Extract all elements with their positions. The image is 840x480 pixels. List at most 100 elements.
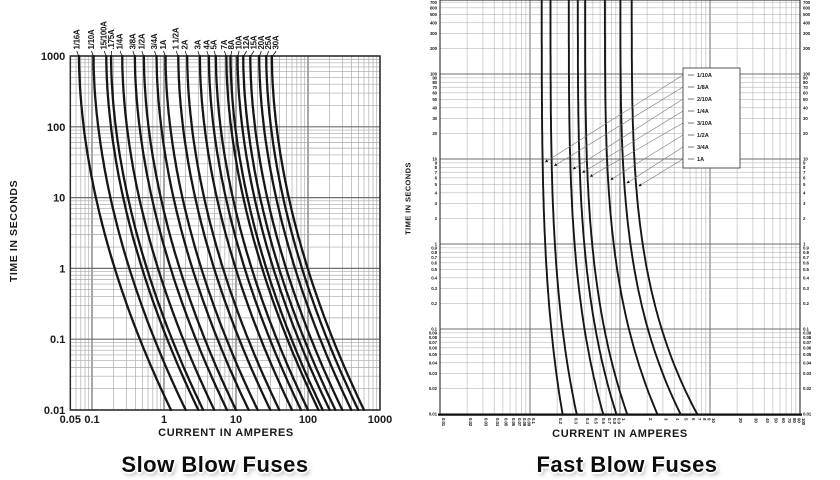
y-tick-label-right: 60 <box>803 90 808 95</box>
curve-label-20A: 20A <box>257 35 266 49</box>
y-tick-label-right: 4 <box>803 190 806 195</box>
fast-x-axis-title: CURRENT IN AMPERES <box>552 428 688 440</box>
curve-label-1/16A: 1/16A <box>72 29 81 49</box>
y-tick-label-left: 0.1 <box>431 327 437 332</box>
y-tick-label-right: 30 <box>803 116 808 121</box>
curve-label-3A: 3A <box>193 39 202 49</box>
y-tick-label-left: 0.06 <box>429 345 438 350</box>
y-tick-label-left: 50 <box>432 97 437 102</box>
x-tick-label: 20 <box>738 418 743 423</box>
x-tick-label: 3 <box>664 418 669 421</box>
label-leader-line <box>242 50 247 58</box>
x-tick-label: 0.6 <box>601 418 606 424</box>
y-tick-label-right: 0.01 <box>803 412 812 417</box>
y-tick-label-left: 0.3 <box>431 286 437 291</box>
label-leader-line <box>91 50 94 58</box>
legend-leader-arrow <box>610 134 684 181</box>
slow-y-axis-title: TIME IN SECONDS <box>8 179 20 283</box>
legend-entry-1/2A: 1/2A <box>697 133 709 139</box>
curve-label-8A: 8A <box>227 39 236 49</box>
x-tick-label: 100 <box>801 418 806 426</box>
label-leader-line <box>213 50 217 58</box>
label-leader-line <box>271 50 277 58</box>
x-tick-label: 0.08 <box>522 418 527 427</box>
y-tick-label-right: 400 <box>803 20 811 25</box>
y-tick-label-right: 6 <box>803 175 806 180</box>
y-tick-label-right: 0.05 <box>803 352 812 357</box>
y-tick-label-left: 100 <box>430 72 438 77</box>
y-tick-label-left: 0.6 <box>431 260 437 265</box>
curve-label-15A: 15A <box>249 35 258 49</box>
fuse-curve-1A <box>630 0 699 415</box>
y-tick-label-right: 7 <box>803 170 806 175</box>
curve-label-7A: 7A <box>220 39 229 49</box>
y-tick-label-right: 1 <box>803 242 806 247</box>
x-tick-label: 0.8 <box>612 418 617 424</box>
label-leader-line <box>119 50 123 58</box>
curve-label-2A: 2A <box>181 39 190 49</box>
curve-label-1A: 1A <box>159 39 168 49</box>
legend-leader-arrow <box>626 146 684 184</box>
y-tick-label-right: 500 <box>803 12 811 17</box>
y-tick-label-left: 0.4 <box>431 275 437 280</box>
y-tick-label-left: 7 <box>435 170 438 175</box>
fuse-curve-30A <box>270 54 366 411</box>
legend-entry-1/8A: 1/8A <box>697 85 709 91</box>
y-tick-label-left: 0.05 <box>429 352 438 357</box>
y-tick-label-left: 0.5 <box>431 267 437 272</box>
x-tick-label: 10 <box>230 414 242 426</box>
label-leader-line <box>258 50 262 58</box>
curve-label-15/100A: 15/100A <box>100 21 109 50</box>
fuse-curve-5A <box>214 54 310 411</box>
y-tick-label-left: 1 <box>435 242 438 247</box>
fuse-curve-1/10A <box>92 54 187 411</box>
y-tick-label-left: 400 <box>430 20 438 25</box>
label-leader-line <box>154 50 157 58</box>
x-tick-label: 5 <box>684 418 689 421</box>
x-tick-label: 2 <box>648 418 653 421</box>
curve-label-25A: 25A <box>264 35 273 49</box>
label-leader-line <box>206 50 210 58</box>
x-tick-label: 0.05 <box>60 414 81 426</box>
fuse-curve-1/4A <box>121 54 216 411</box>
legend-entry-2/10A: 2/10A <box>697 97 712 103</box>
y-tick-label-left: 0.7 <box>431 255 437 260</box>
y-tick-label-right: 0.08 <box>803 335 812 340</box>
label-leader-line <box>175 50 179 58</box>
x-tick-label: 0.7 <box>607 418 612 424</box>
x-tick-label: 1 <box>161 414 167 426</box>
fuse-curve-20A <box>258 54 353 411</box>
y-tick-label-left: 0.01 <box>429 412 438 417</box>
x-tick-label: 60 <box>781 418 786 423</box>
label-leader-line <box>223 50 227 58</box>
y-tick-label-right: 0.04 <box>803 360 812 365</box>
fuse-curve-3/4A <box>155 54 250 411</box>
y-tick-label-left: 0.04 <box>429 360 438 365</box>
legend-leader-arrow <box>544 74 684 163</box>
y-tick-label-right: 300 <box>803 31 811 36</box>
x-tick-label: 80 <box>792 418 797 423</box>
y-tick-label: 0.01 <box>44 405 65 417</box>
y-tick-label-right: 0.5 <box>803 267 809 272</box>
y-tick-label-left: 0.9 <box>431 245 437 250</box>
label-leader-line <box>197 50 201 58</box>
grid <box>70 55 381 411</box>
y-tick-label-right: 0.7 <box>803 255 809 260</box>
label-leader-line <box>184 50 188 58</box>
label-leader-line <box>265 50 270 58</box>
tick-labels: 0.01 0.02 0.03 0.04 0.05 0.06 0.07 0.08 0.09 0.1 0… <box>429 0 812 427</box>
x-tick-label: 90 <box>797 418 802 423</box>
label-leader-line <box>141 50 145 58</box>
fuse-curve-1 1/2A <box>177 54 272 411</box>
y-tick-label-left: 700 <box>430 0 438 5</box>
fuse-curve-1/10A <box>540 0 564 415</box>
curve-label-4A: 4A <box>202 39 211 49</box>
fuse-curve-8A <box>229 54 324 411</box>
y-tick-label-left: 3 <box>435 201 438 206</box>
slow-chart-title: Slow Blow Fuses <box>121 452 309 477</box>
y-tick-label-right: 0.07 <box>803 340 812 345</box>
y-tick-label-left: 60 <box>432 90 437 95</box>
y-tick-label-left: 0.8 <box>431 250 437 255</box>
y-tick-label-right: 0.02 <box>803 386 812 391</box>
y-tick-label-right: 200 <box>803 46 811 51</box>
